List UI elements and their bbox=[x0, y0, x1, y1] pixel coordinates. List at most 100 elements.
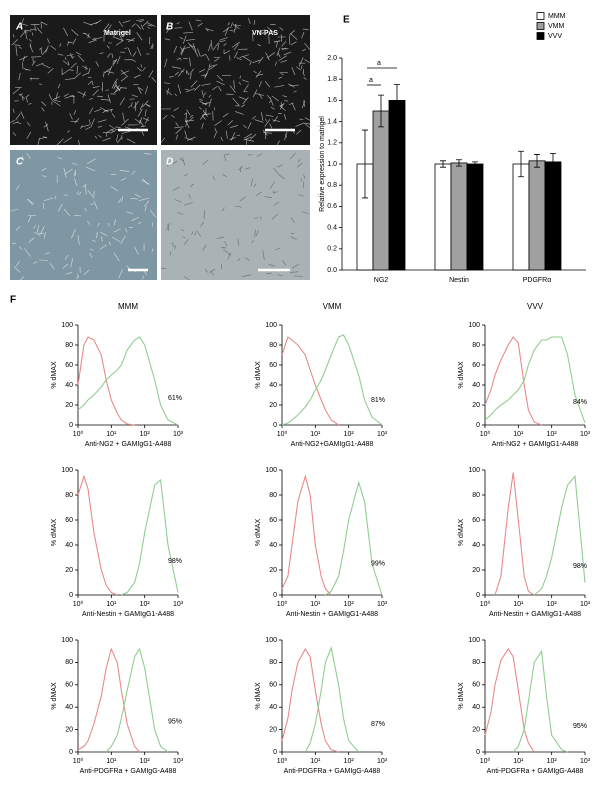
cell bbox=[163, 82, 171, 85]
cell bbox=[265, 114, 274, 117]
cell bbox=[10, 208, 19, 212]
cell bbox=[208, 98, 212, 108]
cell bbox=[64, 78, 75, 81]
x-tick-label: 10² bbox=[344, 758, 355, 765]
cell bbox=[134, 193, 141, 198]
y-tick-label: 0 bbox=[273, 592, 277, 599]
cell bbox=[20, 23, 28, 26]
y-tick-label: 0 bbox=[273, 749, 277, 756]
legend-swatch bbox=[536, 32, 545, 40]
cell bbox=[30, 28, 37, 31]
cell bbox=[174, 93, 178, 97]
cell bbox=[201, 122, 204, 129]
x-tick-label: NG2 bbox=[374, 277, 389, 284]
cell bbox=[177, 211, 183, 215]
cell bbox=[113, 219, 117, 226]
cell bbox=[206, 28, 214, 32]
cell bbox=[268, 264, 276, 267]
y-tick-label: 80 bbox=[269, 492, 277, 499]
cell bbox=[53, 99, 61, 103]
cell bbox=[27, 215, 32, 223]
cell bbox=[40, 21, 42, 29]
histogram-curve bbox=[533, 474, 586, 596]
cell bbox=[134, 246, 139, 255]
cell bbox=[229, 137, 236, 140]
cell bbox=[237, 258, 241, 262]
y-tick-label: 0 bbox=[476, 592, 480, 599]
x-tick-label: Nestin bbox=[449, 277, 469, 284]
y-tick-label: 20 bbox=[472, 402, 480, 409]
cell bbox=[220, 136, 223, 141]
cell bbox=[112, 58, 118, 67]
y-tick-label: 60 bbox=[65, 517, 73, 524]
x-tick-label: 10² bbox=[140, 431, 151, 438]
y-tick-label: 40 bbox=[65, 382, 73, 389]
cell bbox=[136, 19, 144, 21]
cell bbox=[33, 231, 41, 237]
cell bbox=[106, 45, 110, 49]
cell bbox=[43, 124, 49, 128]
cell bbox=[250, 178, 254, 187]
cell bbox=[254, 119, 264, 123]
y-tick-label: 0 bbox=[69, 749, 73, 756]
cell bbox=[126, 38, 135, 42]
bar bbox=[450, 162, 468, 271]
chart-title: VMM bbox=[323, 302, 342, 311]
cell bbox=[254, 217, 259, 220]
cell bbox=[102, 109, 108, 114]
cell bbox=[219, 37, 228, 41]
cell bbox=[192, 43, 197, 52]
cell bbox=[40, 47, 43, 55]
cell bbox=[108, 124, 114, 128]
cell bbox=[282, 260, 287, 266]
histogram-curve bbox=[77, 336, 179, 426]
cell bbox=[29, 45, 34, 53]
cell bbox=[180, 45, 186, 54]
cell bbox=[112, 236, 121, 242]
cell bbox=[273, 167, 280, 176]
cell bbox=[295, 122, 305, 127]
cell bbox=[119, 169, 130, 172]
cell bbox=[169, 76, 174, 78]
cell bbox=[184, 137, 193, 141]
cell bbox=[16, 121, 22, 125]
cell bbox=[18, 46, 22, 49]
panel-label: E bbox=[343, 15, 350, 26]
cell bbox=[42, 136, 48, 139]
cell bbox=[183, 238, 189, 245]
cell bbox=[266, 52, 276, 59]
cell bbox=[134, 118, 141, 124]
y-tick-label: 1.0 bbox=[327, 161, 337, 168]
cell bbox=[245, 167, 251, 170]
cell bbox=[280, 60, 288, 63]
cell bbox=[205, 54, 210, 61]
cell bbox=[74, 117, 80, 124]
cell bbox=[18, 93, 23, 96]
bar bbox=[466, 163, 484, 271]
cell bbox=[241, 79, 249, 83]
y-tick-label: 0.4 bbox=[327, 224, 337, 231]
cell bbox=[167, 223, 170, 231]
cell bbox=[279, 105, 286, 111]
y-axis-label: % dMAX bbox=[51, 682, 58, 710]
cell bbox=[290, 41, 297, 46]
x-axis-label: Anti-PDGFRa + GAMIgG-A488 bbox=[284, 768, 381, 775]
cell bbox=[213, 56, 221, 59]
cell bbox=[87, 80, 93, 85]
cell bbox=[113, 87, 122, 94]
cell bbox=[222, 174, 227, 177]
histogram-curve bbox=[77, 647, 140, 753]
cell bbox=[302, 71, 305, 77]
cell bbox=[64, 254, 69, 260]
cell bbox=[235, 205, 242, 208]
cell bbox=[107, 24, 112, 31]
cell bbox=[291, 66, 296, 76]
cell bbox=[90, 21, 99, 25]
cell bbox=[22, 156, 24, 161]
y-tick-label: 80 bbox=[269, 659, 277, 666]
cell bbox=[276, 47, 281, 57]
cell bbox=[176, 22, 180, 25]
cell bbox=[15, 45, 18, 56]
cell bbox=[189, 68, 195, 75]
cell bbox=[57, 83, 61, 89]
